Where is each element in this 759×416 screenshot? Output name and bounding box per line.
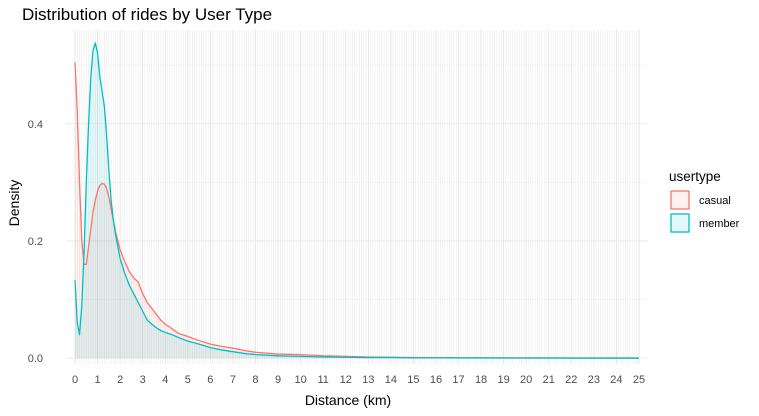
chart-title: Distribution of rides by User Type: [22, 5, 272, 24]
x-tick-label: 11: [317, 374, 328, 386]
x-tick-label: 9: [275, 374, 281, 386]
density-line-casual: [74, 62, 639, 359]
x-tick-label: 13: [362, 374, 374, 386]
legend-swatch-casual: [670, 190, 690, 210]
y-tick-label: 0.0: [28, 353, 43, 365]
x-tick-label: 15: [407, 374, 419, 386]
x-tick-label: 19: [498, 374, 510, 386]
legend: usertype casual member: [669, 169, 740, 233]
legend-label-casual: casual: [699, 195, 731, 207]
density-area-casual: [75, 62, 639, 359]
legend-key-casual: casual: [670, 190, 731, 210]
x-axis-ticks: 0 1 2 3 4 5 6 7 8 9 10 11 12 13 14 15 16 17 18 19 20 21 22 23 24…: [72, 374, 645, 386]
legend-title: usertype: [669, 169, 721, 184]
density-areas: [75, 42, 639, 359]
x-tick-label: 16: [430, 374, 442, 386]
y-axis-title: Density: [6, 180, 22, 227]
x-tick-label: 6: [207, 374, 213, 386]
legend-key-background: [670, 190, 690, 210]
x-tick-label: 17: [452, 374, 464, 386]
x-tick-label: 21: [543, 374, 555, 386]
x-tick-label: 25: [633, 374, 645, 386]
x-tick-label: 5: [185, 374, 191, 386]
x-tick-label: 1: [95, 374, 101, 386]
legend-swatch-member: [670, 213, 690, 233]
density-area-member: [75, 42, 639, 359]
x-tick-label: 2: [117, 374, 123, 386]
legend-key-member: member: [670, 213, 740, 233]
density-lines: [74, 42, 639, 359]
x-tick-label: 18: [475, 374, 487, 386]
x-tick-label: 12: [340, 374, 352, 386]
x-tick-label: 14: [385, 374, 397, 386]
x-tick-label: 22: [565, 374, 577, 386]
x-axis-title: Distance (km): [305, 392, 391, 408]
y-axis-ticks: 0.0 0.2 0.4: [28, 119, 43, 365]
x-tick-label: 20: [520, 374, 532, 386]
x-tick-label: 3: [140, 374, 146, 386]
x-tick-label: 24: [610, 374, 622, 386]
x-tick-label: 8: [252, 374, 258, 386]
x-tick-label: 7: [230, 374, 236, 386]
legend-key-background: [670, 213, 690, 233]
density-line-member: [74, 42, 639, 359]
x-tick-label: 0: [72, 374, 78, 386]
y-tick-label: 0.2: [28, 236, 43, 248]
legend-label-member: member: [699, 218, 740, 230]
x-tick-label: 23: [588, 374, 600, 386]
x-tick-label: 4: [162, 374, 168, 386]
y-tick-label: 0.4: [28, 119, 43, 131]
x-tick-label: 10: [294, 374, 306, 386]
